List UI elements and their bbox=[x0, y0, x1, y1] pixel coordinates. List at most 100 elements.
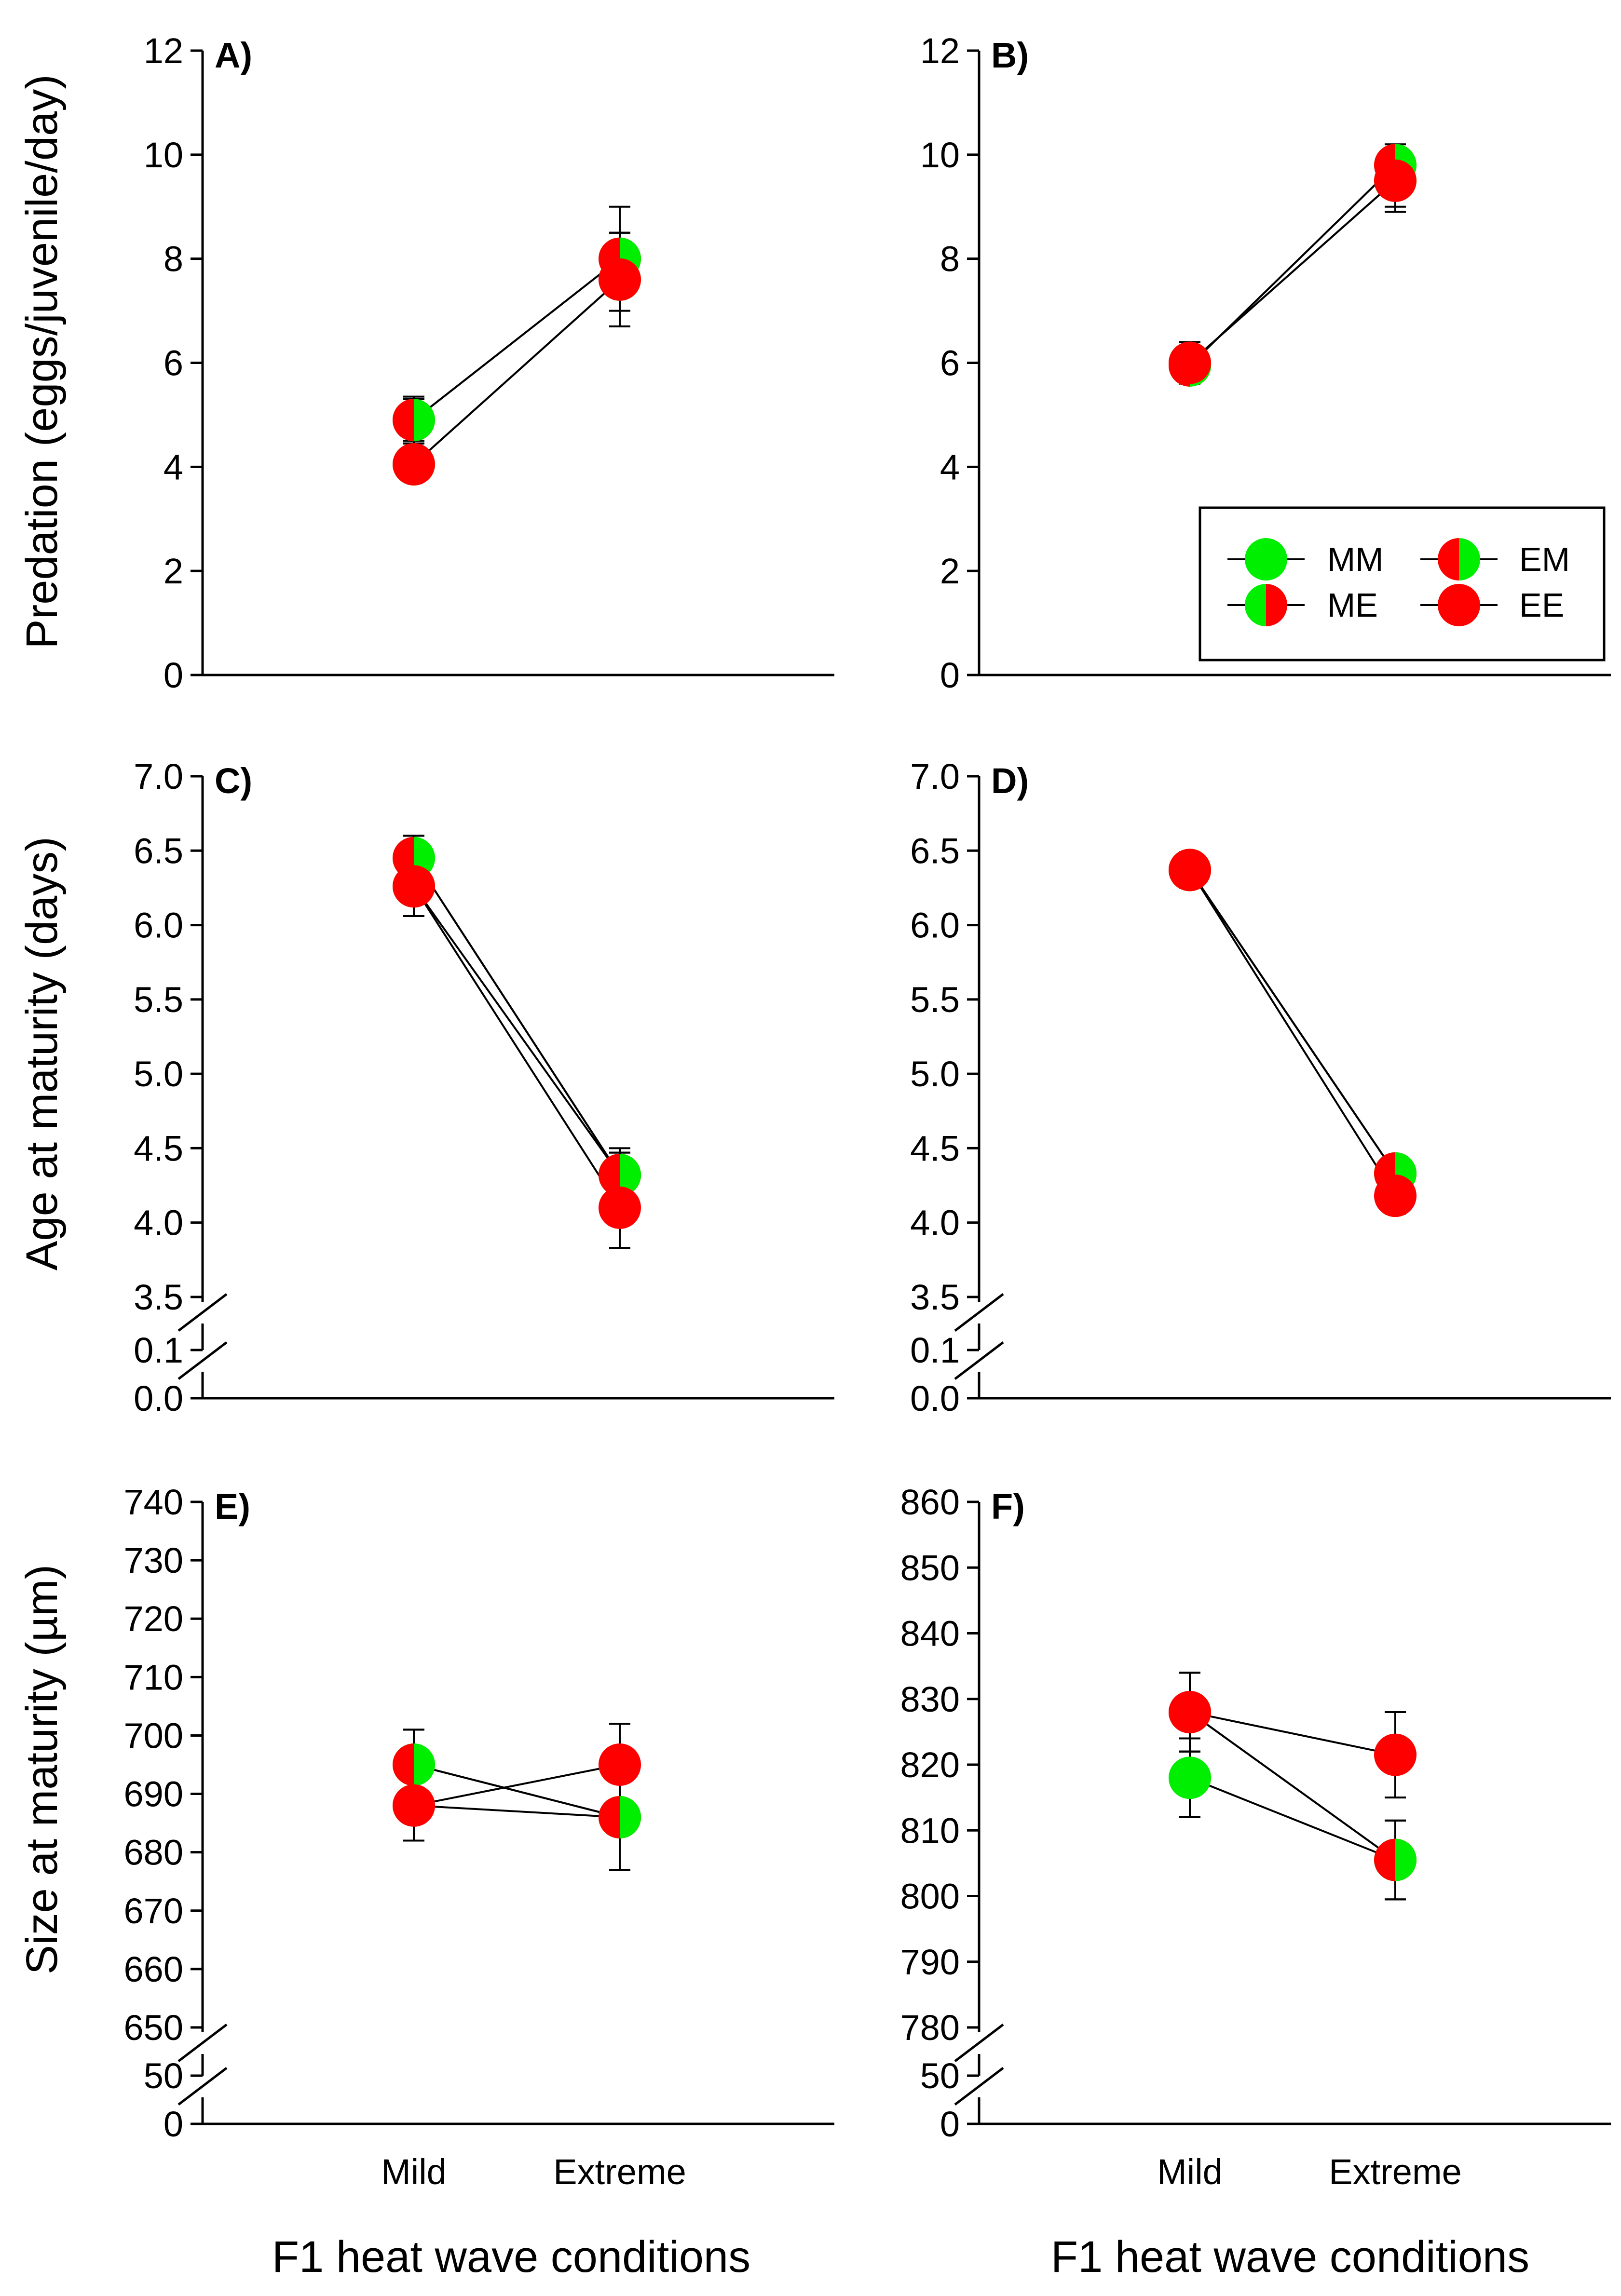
y-tick-label: 10 bbox=[920, 135, 960, 175]
series-line-em bbox=[413, 1764, 620, 1818]
y-tick-label: 0.1 bbox=[910, 1330, 960, 1370]
panel-label: C) bbox=[215, 761, 252, 801]
y-tick-label: 680 bbox=[124, 1833, 183, 1873]
panel-label: D) bbox=[991, 761, 1029, 801]
y-tick-label: 4 bbox=[163, 447, 183, 487]
legend-label-em: EM bbox=[1519, 540, 1570, 578]
series-line-me bbox=[413, 886, 621, 1176]
y-tick-label: 8 bbox=[163, 239, 183, 279]
legend-marker-em bbox=[1438, 538, 1480, 581]
legend-marker-ee bbox=[1438, 584, 1480, 626]
y-tick-label: 0.0 bbox=[910, 1378, 960, 1418]
series-line-me bbox=[413, 1804, 620, 1818]
series-line-ee bbox=[1189, 180, 1396, 364]
point-em bbox=[393, 399, 435, 442]
y-tick-label: 5.5 bbox=[134, 980, 183, 1020]
point-em bbox=[599, 1796, 641, 1838]
y-tick-label: 6.0 bbox=[910, 905, 960, 945]
series-line-ee bbox=[413, 1764, 620, 1807]
y-tick-label: 12 bbox=[144, 31, 183, 71]
axis-break-mark bbox=[177, 1293, 228, 1332]
point-em bbox=[1374, 1838, 1417, 1881]
axis-break-mark bbox=[954, 1293, 1004, 1332]
y-tick-label: 790 bbox=[900, 1942, 960, 1982]
y-tick-label: 0 bbox=[163, 655, 183, 695]
y-tick-label: 710 bbox=[124, 1657, 183, 1697]
point-ee bbox=[1169, 1691, 1211, 1733]
series-line-ee bbox=[1189, 869, 1396, 1197]
legend-label-ee: EE bbox=[1519, 586, 1564, 624]
point-ee bbox=[1374, 1175, 1417, 1217]
y-tick-label: 0.0 bbox=[134, 1378, 183, 1418]
y-tick-label: 3.5 bbox=[134, 1277, 183, 1317]
y-tick-label: 4 bbox=[940, 447, 960, 487]
axis-break-mark bbox=[954, 2067, 1004, 2106]
series-line-em bbox=[1189, 1711, 1396, 1861]
y-tick-label: 700 bbox=[124, 1715, 183, 1756]
y-tick-label: 720 bbox=[124, 1599, 183, 1639]
y-tick-label: 820 bbox=[900, 1745, 960, 1785]
axis-break-mark bbox=[954, 1341, 1004, 1380]
y-tick-label: 800 bbox=[900, 1877, 960, 1917]
point-ee bbox=[393, 1784, 435, 1827]
legend-marker-me bbox=[1245, 584, 1287, 626]
y-tick-label: 860 bbox=[900, 1482, 960, 1522]
panel-d: 3.5 0.1 0.0 4.0 4.5 5.0 5.5 6.0 6.5 7.0 D) bbox=[910, 756, 1611, 1418]
legend-box bbox=[1199, 506, 1606, 662]
panel-label: A) bbox=[215, 35, 252, 75]
point-em bbox=[393, 1743, 435, 1786]
y-title-age: Age at maturity (days) bbox=[17, 837, 67, 1270]
axis-break-mark bbox=[177, 2024, 228, 2062]
axis-break-mark bbox=[177, 1341, 228, 1380]
y-tick-label: 740 bbox=[124, 1482, 183, 1522]
legend-marker-mm bbox=[1245, 538, 1287, 581]
legend-entry-me: ME bbox=[1227, 584, 1378, 626]
y-tick-label: 690 bbox=[124, 1774, 183, 1814]
point-ee bbox=[1169, 849, 1211, 891]
y-tick-label: 840 bbox=[900, 1614, 960, 1654]
x-title-left: F1 heat wave conditions bbox=[272, 2232, 750, 2282]
x-tick-label-extreme: Extreme bbox=[1329, 2152, 1462, 2192]
y-tick-label: 2 bbox=[940, 551, 960, 591]
series-line-mm bbox=[1189, 1777, 1396, 1861]
point-ee bbox=[393, 443, 435, 486]
point-ee bbox=[393, 865, 435, 908]
y-tick-label: 0.1 bbox=[134, 1330, 183, 1370]
y-tick-label: 660 bbox=[124, 1949, 183, 1989]
axis-break-mark bbox=[177, 2067, 228, 2106]
y-tick-label: 6.5 bbox=[910, 831, 960, 871]
y-tick-label: 7.0 bbox=[134, 756, 183, 797]
y-tick-label: 2 bbox=[163, 551, 183, 591]
point-ee bbox=[599, 1743, 641, 1786]
panel-a: 0 2 4 6 8 10 12 A) bbox=[144, 31, 834, 695]
y-tick-label: 50 bbox=[144, 2056, 183, 2096]
panel-b: 0 2 4 6 8 10 12 B) bbox=[920, 31, 1611, 695]
y-tick-label: 8 bbox=[940, 239, 960, 279]
y-title-size: Size at maturity (µm) bbox=[17, 1565, 67, 1974]
y-tick-label: 12 bbox=[920, 31, 960, 71]
y-tick-label: 10 bbox=[144, 135, 183, 175]
y-tick-label: 6.0 bbox=[134, 905, 183, 945]
series-line-ee bbox=[413, 886, 621, 1208]
x-tick-label-mild: Mild bbox=[1157, 2152, 1223, 2192]
y-tick-label: 850 bbox=[900, 1548, 960, 1588]
legend-entry-ee: EE bbox=[1420, 584, 1564, 626]
panel-c: 3.5 0.1 0.0 4.0 4.5 5.0 5.5 6.0 6.5 7.0 C) bbox=[134, 756, 834, 1418]
y-tick-label: 4.0 bbox=[134, 1203, 183, 1243]
point-em bbox=[599, 1153, 641, 1196]
panel-label: E) bbox=[215, 1486, 250, 1526]
panel-f: 780 50 0 790 800 810 820 830 840 850 860 Mild Extrem… bbox=[900, 1482, 1611, 2192]
y-tick-label: 50 bbox=[920, 2056, 960, 2096]
x-title-right: F1 heat wave conditions bbox=[1051, 2232, 1529, 2282]
y-tick-label: 830 bbox=[900, 1679, 960, 1719]
series-line-ee bbox=[413, 279, 621, 465]
point-mm bbox=[1169, 1756, 1211, 1799]
y-tick-label: 4.5 bbox=[134, 1128, 183, 1168]
panel-label: B) bbox=[991, 35, 1029, 75]
y-tick-label: 6.5 bbox=[134, 831, 183, 871]
y-tick-label: 0 bbox=[940, 2104, 960, 2144]
y-tick-label: 6 bbox=[163, 343, 183, 383]
series-line-em bbox=[1189, 869, 1396, 1175]
